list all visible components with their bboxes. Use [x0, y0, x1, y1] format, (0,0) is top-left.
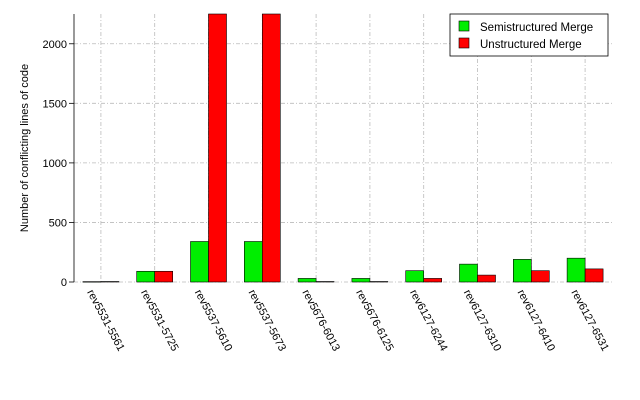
x-category-label: rev6127-6410 — [515, 288, 557, 354]
bar-semistructured-rev6127-6531 — [566, 257, 586, 283]
legend-swatch-semistructured — [458, 20, 470, 32]
y-tick-label: 2000 — [43, 39, 67, 51]
bar-semistructured-rev5676-6013 — [297, 278, 317, 283]
x-category-label: rev5531-5561 — [84, 288, 126, 354]
bar-unstructured-rev5537-5673 — [261, 13, 281, 283]
y-tick-label: 0 — [61, 277, 67, 289]
legend-swatch-unstructured — [458, 37, 470, 49]
bar-semistructured-rev5537-5673 — [244, 241, 263, 283]
x-category-label: rev5676-6125 — [353, 288, 395, 354]
bar-unstructured-rev5676-6125 — [369, 281, 389, 283]
bar-unstructured-rev6127-6410 — [530, 270, 550, 283]
bar-unstructured-rev5531-5561 — [100, 281, 120, 283]
bar-semistructured-rev5531-5725 — [136, 270, 155, 283]
y-tick-label: 1000 — [43, 158, 67, 170]
bar-unstructured-rev6127-6531 — [584, 268, 604, 283]
bar-unstructured-rev5531-5725 — [154, 270, 173, 283]
bars — [82, 13, 604, 283]
x-category-label: rev5676-6013 — [299, 288, 341, 354]
x-category-label: rev5531-5725 — [138, 288, 180, 354]
bar-semistructured-rev6127-6310 — [459, 263, 478, 283]
x-category-label: rev6127-6531 — [568, 288, 610, 354]
y-axis: 0 500 1000 1500 2000 — [43, 14, 75, 289]
x-category-label: rev5537-5673 — [246, 288, 288, 354]
bar-semistructured-rev6127-6410 — [512, 259, 532, 283]
bar-semistructured-rev5537-5610 — [190, 241, 209, 283]
y-axis-title: Number of conflicting lines of code — [19, 64, 31, 232]
x-category-label: rev5537-5610 — [192, 288, 234, 354]
bar-unstructured-rev6127-6310 — [477, 274, 496, 283]
bar-unstructured-rev5676-6013 — [315, 281, 335, 283]
y-tick-label: 1500 — [43, 98, 67, 110]
legend: Semistructured Merge Unstructured Merge — [449, 13, 609, 57]
bar-semistructured-rev5531-5561 — [82, 281, 102, 283]
bar-unstructured-rev6127-6244 — [423, 278, 443, 283]
bar-unstructured-rev5537-5610 — [208, 13, 227, 283]
bar-semistructured-rev5676-6125 — [351, 278, 371, 283]
bar-semistructured-rev6127-6244 — [405, 270, 425, 283]
y-tick-label: 500 — [49, 217, 67, 229]
x-axis-labels: rev5531-5561 rev5531-5725 rev5537-5610 rev5… — [84, 288, 611, 354]
legend-box — [449, 13, 609, 57]
x-category-label: rev6127-6244 — [407, 288, 449, 354]
x-category-label: rev6127-6310 — [461, 288, 503, 354]
legend-label-unstructured: Unstructured Merge — [480, 39, 582, 51]
legend-label-semistructured: Semistructured Merge — [480, 22, 593, 34]
